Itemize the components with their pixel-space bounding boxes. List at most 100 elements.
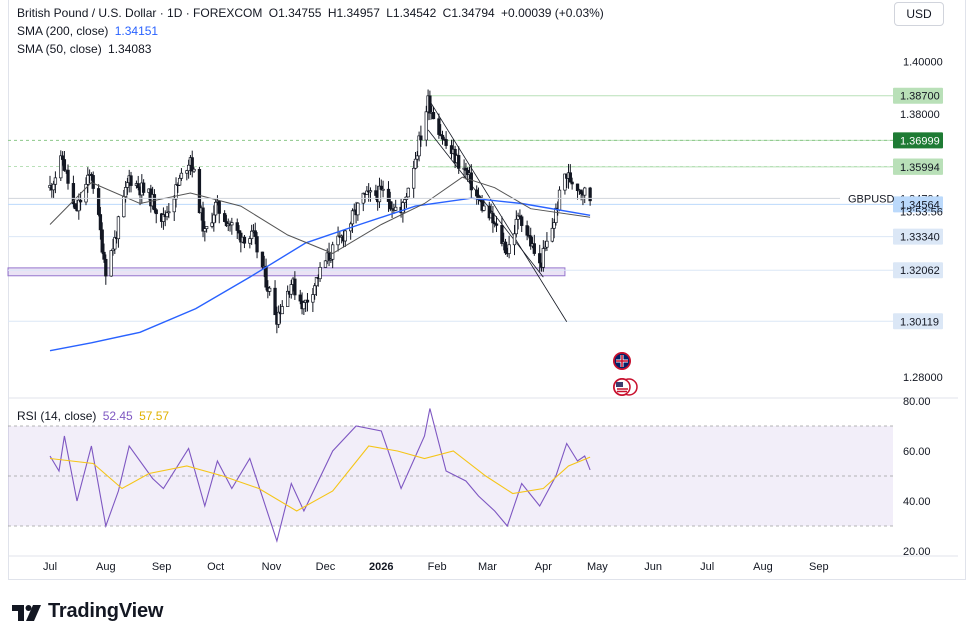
candle-body: [102, 251, 106, 260]
candle-body: [583, 187, 587, 196]
candle-body: [123, 187, 128, 197]
candle-body: [356, 202, 360, 216]
candle-body: [230, 222, 234, 226]
candle-body: [179, 172, 184, 179]
currency-button[interactable]: USD: [894, 2, 944, 26]
candle-body: [280, 306, 284, 315]
candle-body: [318, 266, 322, 280]
candle-body: [350, 210, 355, 225]
rsi-value: 52.45: [102, 409, 133, 423]
candle-body: [136, 183, 140, 189]
candle-body: [255, 236, 259, 253]
level-label-box: [893, 158, 943, 175]
price-chart[interactable]: 1.400001.280001.387001.380001.370001.369…: [0, 0, 973, 580]
rsi-legend[interactable]: RSI (14, close) 52.45 57.57: [17, 409, 172, 423]
candle-body: [419, 135, 423, 141]
level-label-box: [893, 132, 943, 149]
price-tick-label: 1.40000: [903, 57, 943, 69]
candle-body: [113, 237, 117, 250]
candle-body: [491, 212, 495, 224]
candle-body: [406, 187, 410, 198]
candle-body: [440, 134, 445, 140]
candle-body: [516, 215, 520, 220]
candle-body: [424, 111, 428, 141]
candle-body: [289, 284, 293, 295]
time-tick-label: Sep: [809, 561, 829, 573]
rsi-tick-label: 80.00: [903, 396, 931, 408]
candle-body: [413, 158, 418, 169]
candle-body: [394, 206, 398, 211]
candle-body: [62, 159, 67, 171]
candle-body: [466, 169, 470, 175]
candle-body: [313, 285, 317, 295]
time-tick-label: Aug: [753, 561, 773, 573]
sma50-value: 1.34083: [108, 42, 152, 56]
sma200-legend[interactable]: SMA (200, close) 1.34151: [17, 24, 161, 38]
uk-flag-icon[interactable]: [613, 352, 631, 370]
candle-body: [401, 202, 405, 214]
support-zone: [7, 267, 566, 277]
candle-body: [329, 258, 333, 261]
candle-body: [444, 139, 448, 146]
ohlc-high: H1.34957: [327, 6, 380, 20]
bar-countdown: 13:53:56: [900, 206, 943, 218]
sma50-legend[interactable]: SMA (50, close) 1.34083: [17, 42, 154, 56]
rsi-band: [8, 426, 893, 526]
candle-body: [185, 170, 189, 174]
candle-body: [141, 182, 146, 193]
candle-body: [503, 241, 508, 254]
tradingview-logo[interactable]: TradingView: [12, 600, 163, 623]
candle-body: [154, 209, 158, 215]
candle-body: [500, 225, 504, 244]
candle-body: [469, 172, 473, 191]
us-flag-icon[interactable]: [613, 378, 638, 396]
candle-body: [379, 185, 383, 190]
candle-body: [177, 177, 182, 186]
candle-body: [66, 169, 70, 184]
candle-body: [417, 135, 421, 157]
candle-body: [201, 207, 205, 232]
rsi-label: RSI (14, close): [17, 409, 97, 423]
candle-body: [122, 196, 126, 218]
candle-body: [343, 230, 347, 242]
rsi-ma-line: [49, 445, 591, 512]
candle-body: [377, 185, 382, 203]
candle-body: [543, 246, 547, 249]
candle-body: [550, 227, 554, 242]
candle-body: [374, 190, 378, 196]
price-change: +0.00039 (+0.03%): [501, 6, 604, 20]
candle-body: [268, 287, 272, 292]
time-tick-label: Jul: [700, 561, 714, 573]
candle-body: [109, 250, 113, 277]
candle-body: [186, 164, 191, 172]
candle-body: [60, 155, 65, 160]
candle-body: [286, 290, 290, 307]
level-label: 1.38000: [900, 109, 940, 121]
candle-body: [89, 174, 94, 176]
ohlc-open: O1.34755: [268, 6, 322, 20]
candle-body: [305, 299, 310, 303]
time-tick-label: Apr: [535, 561, 552, 573]
rsi-tick-label: 40.00: [903, 496, 931, 508]
rsi-line: [49, 408, 591, 543]
candle-body: [190, 157, 194, 172]
candle-body: [217, 200, 221, 214]
candle-body: [457, 155, 461, 169]
candle-body: [213, 201, 218, 216]
level-label: 1.35994: [900, 162, 940, 174]
candle-body: [100, 229, 104, 253]
candle-body: [210, 222, 214, 227]
candle-body: [507, 244, 511, 254]
candle-body: [557, 189, 562, 211]
sma200-label: SMA (200, close): [17, 24, 109, 38]
tradingview-logo-icon: [12, 604, 41, 621]
candle-body: [165, 212, 169, 218]
candle-body: [197, 168, 202, 214]
candle-body: [277, 311, 281, 325]
time-tick-label: May: [587, 561, 608, 573]
level-label: 1.34564: [900, 199, 940, 211]
tradingview-logo-text: TradingView: [48, 600, 164, 622]
candle-body: [532, 243, 536, 254]
level-label: 1.33340: [900, 232, 940, 244]
candle-body: [204, 226, 209, 230]
